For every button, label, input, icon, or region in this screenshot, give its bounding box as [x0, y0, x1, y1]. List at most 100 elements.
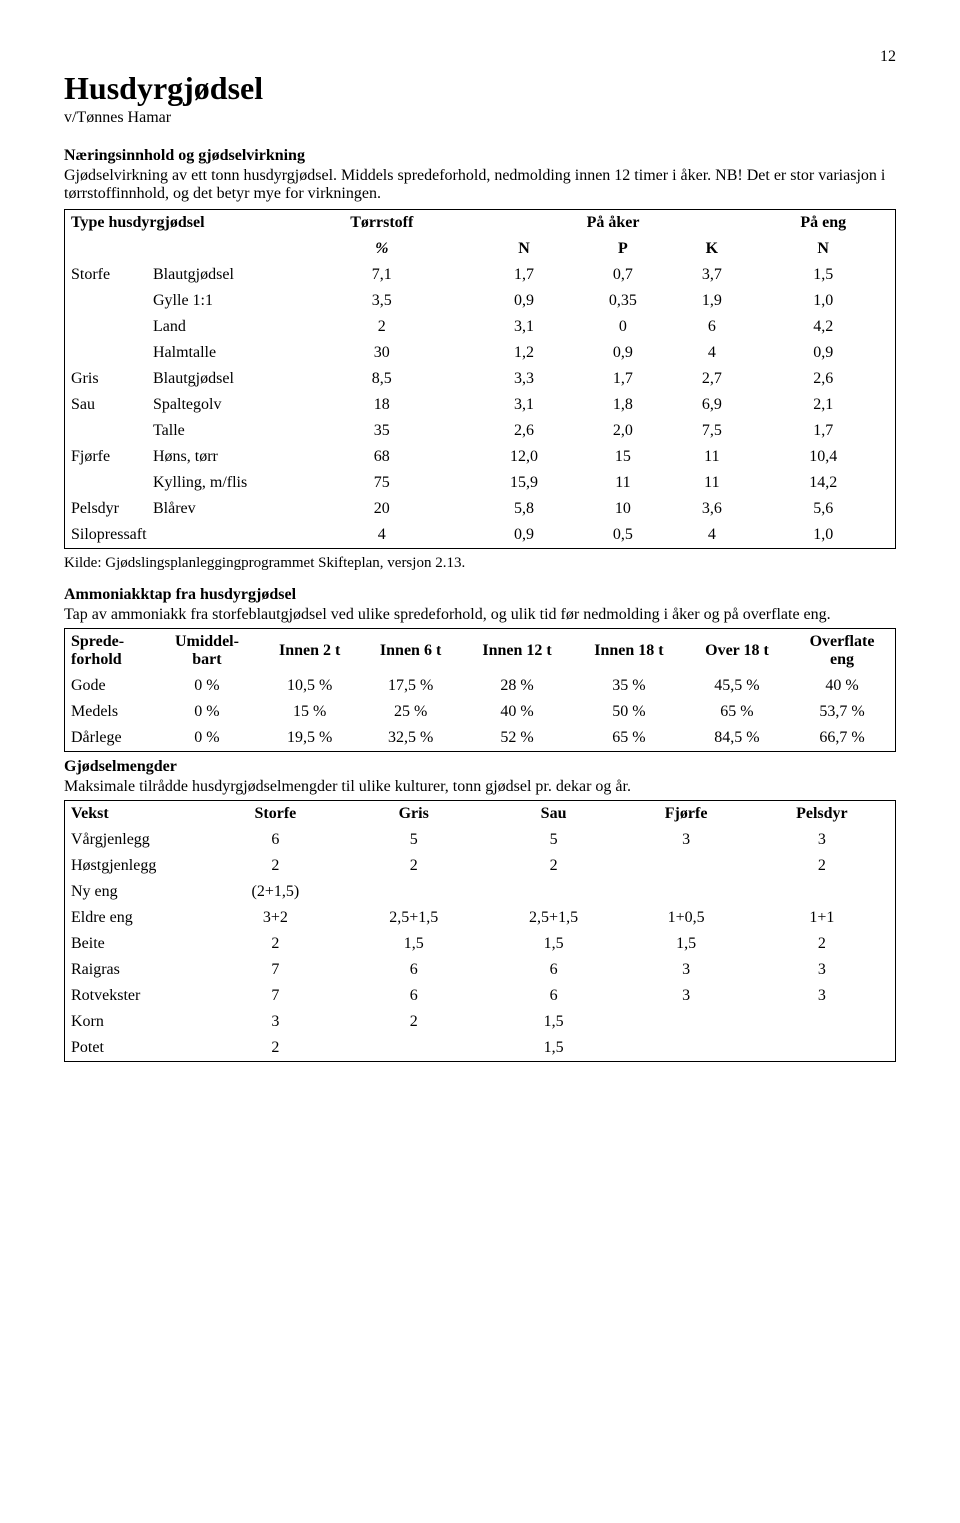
table-cell: 18: [289, 392, 475, 418]
table-row-type: Blårev: [147, 496, 289, 522]
table-header: Umiddel-bart: [155, 629, 260, 674]
table-cell: 1,0: [751, 288, 895, 314]
table-cell: 10,5 %: [259, 673, 360, 699]
section2-intro: Tap av ammoniakk fra storfeblautgjødsel …: [64, 606, 896, 624]
table-header: Sprede-forhold: [65, 629, 155, 674]
table-cell: [484, 879, 624, 905]
table-cell: 2: [289, 314, 475, 340]
table-cell: 1,5: [344, 931, 484, 957]
table-row-type: Spaltegolv: [147, 392, 289, 418]
table-cell: 11: [573, 470, 672, 496]
table-row-label: Høstgjenlegg: [65, 853, 208, 879]
section3-heading: Gjødselmengder: [64, 758, 896, 776]
table-gjodselmengder: VekstStorfeGrisSauFjørfePelsdyr Vårgjenl…: [64, 800, 896, 1062]
table-row-group: [65, 288, 148, 314]
table-cell: 0: [573, 314, 672, 340]
table-row-type: Kylling, m/flis: [147, 470, 289, 496]
table-row-group: Gris: [65, 366, 148, 392]
table-cell: 3,3: [475, 366, 574, 392]
table-row-group: Sau: [65, 392, 148, 418]
page-title: Husdyrgjødsel: [64, 70, 896, 107]
th-eng: På eng: [751, 210, 895, 237]
table-cell: 6,9: [672, 392, 751, 418]
table-cell: 11: [672, 444, 751, 470]
table-cell: 6: [672, 314, 751, 340]
table-row-label: Silopressaft: [65, 522, 290, 549]
table-cell: 3: [624, 983, 749, 1009]
table-cell: 3,1: [475, 392, 574, 418]
table-cell: 2: [344, 1009, 484, 1035]
table-cell: 7: [207, 957, 344, 983]
table-row-type: Talle: [147, 418, 289, 444]
table-cell: 1,9: [672, 288, 751, 314]
table-row-label: Eldre eng: [65, 905, 208, 931]
table-header: Overflateeng: [789, 629, 895, 674]
table-cell: 35 %: [573, 673, 685, 699]
table-cell: 2: [344, 853, 484, 879]
section2-heading: Ammoniakktap fra husdyrgjødsel: [64, 586, 896, 604]
table-cell: 6: [207, 827, 344, 853]
page-subtitle: v/Tønnes Hamar: [64, 109, 896, 127]
table-cell: 3,6: [672, 496, 751, 522]
table-cell: 1,5: [751, 262, 895, 288]
th-n: N: [475, 236, 574, 262]
table-cell: 1+1: [749, 905, 896, 931]
table-cell: 0,7: [573, 262, 672, 288]
table-cell: 68: [289, 444, 475, 470]
table-cell: 1+0,5: [624, 905, 749, 931]
table-cell: 40 %: [789, 673, 895, 699]
table-cell: 5,6: [751, 496, 895, 522]
table-cell: [344, 1035, 484, 1062]
table-cell: 28 %: [461, 673, 573, 699]
th-type: Type husdyrgjødsel: [65, 210, 290, 237]
table-cell: 3: [749, 957, 896, 983]
table-cell: 0,9: [475, 522, 574, 549]
table-cell: 3: [624, 957, 749, 983]
table-row-group: [65, 418, 148, 444]
table-cell: 7,5: [672, 418, 751, 444]
table-cell: 7: [207, 983, 344, 1009]
table-naringsinnhold: Type husdyrgjødsel Tørrstoff På åker På …: [64, 209, 896, 549]
table-row-type: Høns, tørr: [147, 444, 289, 470]
table-row-group: Pelsdyr: [65, 496, 148, 522]
table-cell: 45,5 %: [685, 673, 789, 699]
table-cell: 11: [672, 470, 751, 496]
table-header: Innen 6 t: [360, 629, 461, 674]
table-cell: 30: [289, 340, 475, 366]
table-header: Vekst: [65, 801, 208, 828]
table-cell: [624, 853, 749, 879]
table-cell: 1,7: [573, 366, 672, 392]
table1-source: Kilde: Gjødslingsplanleggingprogrammet S…: [64, 555, 896, 572]
table-row-label: Beite: [65, 931, 208, 957]
table-cell: 1,5: [484, 1009, 624, 1035]
table-cell: 14,2: [751, 470, 895, 496]
table-cell: 6: [344, 983, 484, 1009]
table-cell: 5,8: [475, 496, 574, 522]
table-row-group: Fjørfe: [65, 444, 148, 470]
table-row-group: [65, 340, 148, 366]
table-cell: 4: [289, 522, 475, 549]
th-p: P: [573, 236, 672, 262]
table-cell: [624, 1009, 749, 1035]
table-row-type: Halmtalle: [147, 340, 289, 366]
table-cell: 2,5+1,5: [484, 905, 624, 931]
table-cell: 4: [672, 340, 751, 366]
table-row-label: Ny eng: [65, 879, 208, 905]
th-aker: På åker: [475, 210, 752, 237]
table-cell: 2,1: [751, 392, 895, 418]
table-cell: [624, 879, 749, 905]
table-row-label: Vårgjenlegg: [65, 827, 208, 853]
table-cell: 35: [289, 418, 475, 444]
table-cell: 5: [344, 827, 484, 853]
table-header: Innen 12 t: [461, 629, 573, 674]
table-cell: 8,5: [289, 366, 475, 392]
table-cell: 50 %: [573, 699, 685, 725]
table-cell: 84,5 %: [685, 725, 789, 752]
table-cell: 2: [207, 1035, 344, 1062]
table-cell: 40 %: [461, 699, 573, 725]
table-cell: [749, 1009, 896, 1035]
table-row-label: Gode: [65, 673, 155, 699]
table-row-label: Raigras: [65, 957, 208, 983]
table-cell: 20: [289, 496, 475, 522]
table-cell: 53,7 %: [789, 699, 895, 725]
